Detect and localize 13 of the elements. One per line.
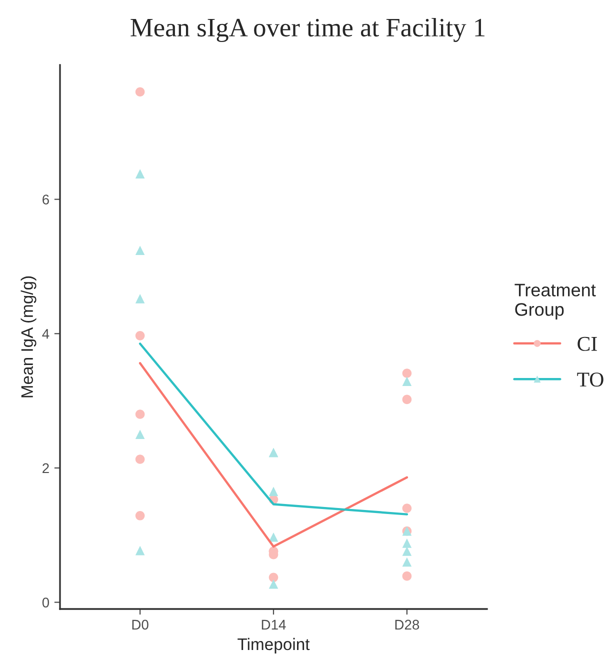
chart-title: Mean sIgA over time at Facility 1: [130, 18, 484, 42]
x-tick-label: D0: [132, 620, 148, 630]
y-tick-label: 4: [42, 329, 50, 339]
y-tick-label: 0: [42, 598, 50, 608]
y-tick-label: 6: [42, 194, 49, 204]
x-tick-label: D14: [262, 620, 286, 630]
x-axis-title: Timepoint: [238, 638, 310, 654]
x-tick-label: D28: [395, 620, 420, 630]
legend-label: CI: [578, 336, 597, 351]
y-tick-label: 2: [42, 463, 49, 473]
legend-title: Treatment Group: [514, 284, 596, 320]
legend-label: TO: [577, 372, 604, 387]
y-axis-title: Mean IgA (mg/g): [20, 276, 36, 398]
